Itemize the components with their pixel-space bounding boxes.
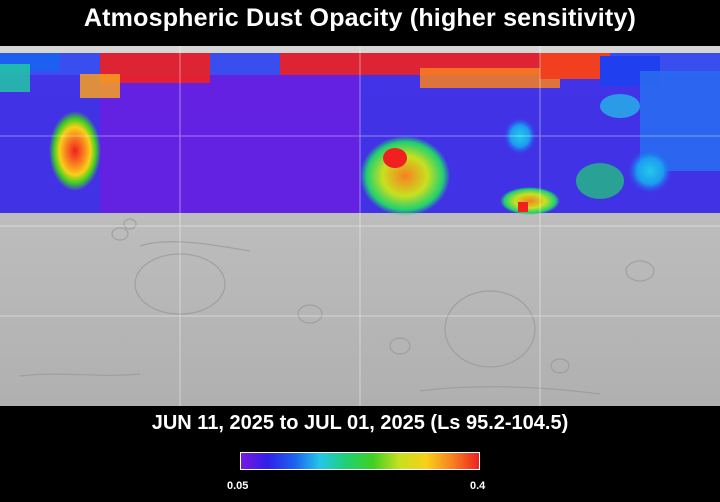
map-title: Atmospheric Dust Opacity (higher sensiti… [83,4,637,32]
mars-dust-map [0,46,720,406]
colorbar-max-label: 0.4 [470,480,486,492]
colorbar-min-label: 0.05 [227,480,249,492]
date-range-label: JUN 11, 2025 to JUL 01, 2025 (Ls 95.2-10… [151,412,569,434]
lat-lon-grid [0,46,720,406]
map-graphic [0,46,720,406]
opacity-colorbar [240,452,480,470]
